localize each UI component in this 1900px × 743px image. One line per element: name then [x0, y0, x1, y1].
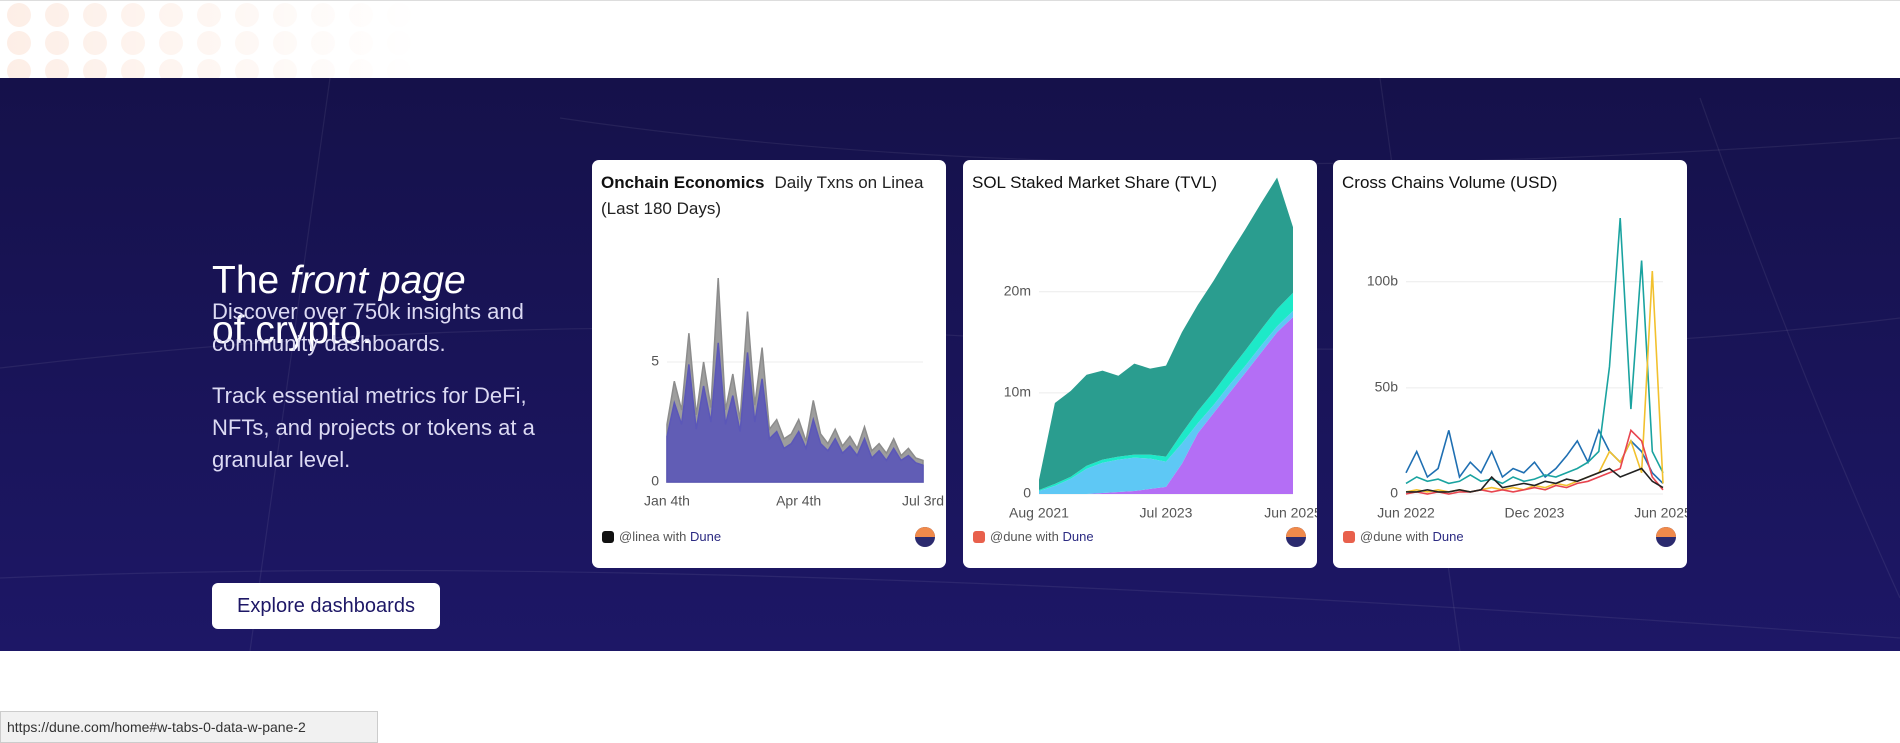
chart: 0 5 Jan 4th Apr 4th Jul 3rd @linea with Dune	[602, 277, 944, 547]
x-tick-label: Jun 2025	[1264, 505, 1317, 521]
line	[1405, 217, 1664, 485]
x-tick-label: Aug 2021	[1009, 505, 1069, 521]
card-footer: @dune with Dune	[1360, 529, 1464, 544]
author-icon	[1343, 531, 1355, 543]
title-end: of crypto.	[212, 309, 373, 352]
y-tick-label: 5	[651, 353, 659, 369]
y-tick-label: 0	[651, 473, 659, 489]
status-bar: https://dune.com/home#w-tabs-0-data-w-pa…	[0, 711, 378, 743]
top-band	[0, 0, 1900, 78]
author: @linea	[619, 529, 660, 544]
card-title: Cross Chains Volume (USD)	[1342, 173, 1558, 192]
x-tick-label: Dec 2023	[1505, 505, 1565, 521]
y-tick-label: 100b	[1367, 272, 1398, 288]
brand: Dune	[1433, 529, 1464, 544]
card-header: SOL Staked Market Share (TVL)	[972, 170, 1307, 196]
decor-dots	[0, 1, 420, 78]
hero-paragraph: Discover over 750k insights and communit…	[212, 299, 524, 356]
line	[1406, 467, 1664, 493]
explore-button[interactable]: Explore dashboards	[212, 583, 440, 629]
with: with	[662, 529, 686, 544]
y-tick-label: 10m	[1004, 384, 1031, 400]
author: @dune	[990, 529, 1032, 544]
chart: 0 50b 100b Jun 2022 Dec 2023 Jun 2025 @dune wi…	[1343, 217, 1687, 547]
chart: 0 10m 20m Aug 2021 Jul 2023 Jun 2025 @dune wit…	[973, 177, 1317, 547]
with: with	[1405, 529, 1429, 544]
x-tick-label: Jun 2022	[1377, 505, 1435, 521]
stacked-area	[1039, 317, 1293, 494]
x-tick-label: Jun 2025	[1634, 505, 1687, 521]
card-header: Cross Chains Volume (USD)	[1342, 170, 1677, 196]
with: with	[1035, 529, 1059, 544]
avatar-top	[915, 527, 935, 537]
card-footer: @dune with Dune	[990, 529, 1094, 544]
dashboard-card[interactable]: 0 5 Jan 4th Apr 4th Jul 3rd @linea with Dune O…	[592, 160, 946, 568]
card-title: Onchain Economics	[601, 173, 765, 192]
stacked-area	[1039, 177, 1293, 490]
dashboard-card[interactable]: 0 10m 20m Aug 2021 Jul 2023 Jun 2025 @dune wit…	[963, 160, 1317, 568]
card-title: SOL Staked Market Share (TVL)	[972, 173, 1218, 192]
y-tick-label: 50b	[1375, 379, 1399, 395]
card-header: Onchain Economics Daily Txns on Linea (La…	[601, 170, 936, 222]
title-start: The	[212, 259, 280, 302]
hero-title: The front page of crypto.	[212, 256, 466, 356]
x-tick-label: Jul 3rd	[902, 493, 944, 509]
x-tick-label: Jan 4th	[644, 493, 690, 509]
hero-paragraph: Track essential metrics for DeFi, NFTs, …	[212, 383, 535, 472]
brand: Dune	[1063, 529, 1094, 544]
x-tick-label: Apr 4th	[776, 493, 821, 509]
y-tick-label: 0	[1023, 485, 1031, 501]
y-tick-label: 0	[1390, 485, 1398, 501]
dashboard-card[interactable]: 0 50b 100b Jun 2022 Dec 2023 Jun 2025 @dune wi…	[1333, 160, 1687, 568]
card-subtitle: Daily Txns on Linea (Last 180 Days)	[601, 173, 924, 218]
avatar-top	[1656, 527, 1676, 537]
y-tick-label: 20m	[1004, 282, 1031, 298]
author: @dune	[1360, 529, 1402, 544]
area	[666, 342, 924, 483]
avatar-top	[1286, 527, 1306, 537]
hero: The front page of crypto. Discover over …	[0, 78, 1900, 651]
brand: Dune	[690, 529, 721, 544]
x-tick-label: Jul 2023	[1140, 505, 1193, 521]
title-italic: front page	[290, 259, 466, 302]
card-footer: @linea with Dune	[619, 529, 721, 544]
author-icon	[602, 531, 614, 543]
line	[1405, 428, 1664, 495]
author-icon	[973, 531, 985, 543]
